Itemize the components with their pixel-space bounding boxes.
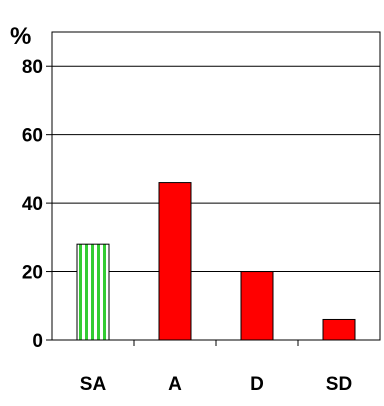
y-tick-label: 20 xyxy=(22,263,43,284)
bar-sd xyxy=(322,318,356,341)
x-tick-label: A xyxy=(168,374,182,395)
y-axis-unit-label: % xyxy=(10,23,31,50)
y-tick-label: 40 xyxy=(22,194,43,215)
bars xyxy=(76,182,356,341)
x-tick-label: SA xyxy=(80,374,107,395)
bar-a xyxy=(158,182,192,341)
axes: 0 20 40 60 80 SA A D SD xyxy=(22,57,352,395)
y-tick-label: 60 xyxy=(22,126,43,147)
bar-sa xyxy=(76,243,110,341)
y-tick-label: 80 xyxy=(22,57,43,78)
y-tick-label: 0 xyxy=(32,331,43,352)
x-tick-label: SD xyxy=(326,374,352,395)
bar-d xyxy=(240,271,274,341)
x-tick-label: D xyxy=(250,374,264,395)
